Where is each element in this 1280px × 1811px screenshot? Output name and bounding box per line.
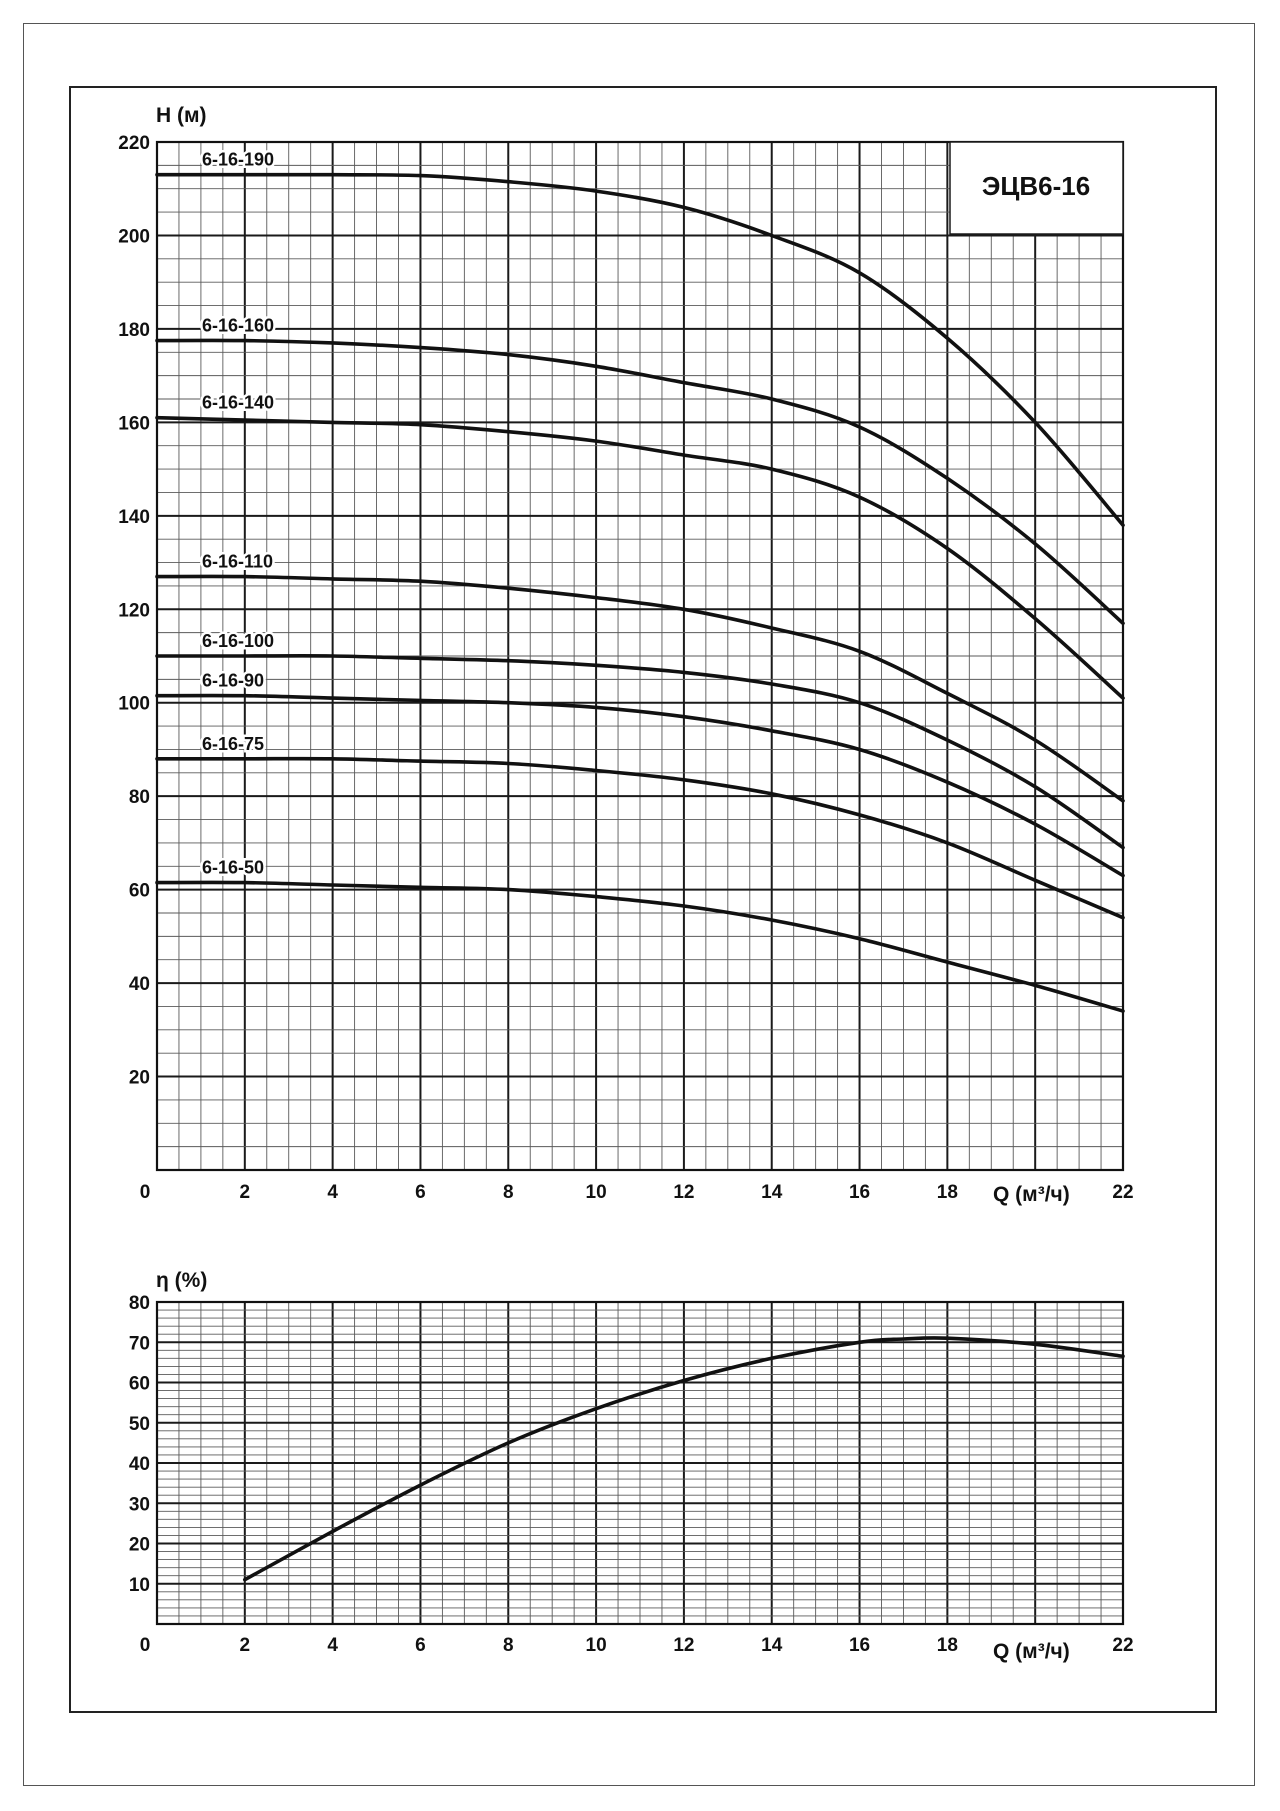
- page-frame: [23, 23, 1255, 1786]
- y-tick-label: 20: [129, 1068, 150, 1089]
- efficiency-axis-label: η (%): [156, 1269, 207, 1292]
- y-tick-label: 80: [129, 787, 150, 808]
- title-box-rect: [949, 141, 1124, 235]
- y-tick-label: 120: [118, 600, 150, 621]
- head-x-axis-label: Q (м³/ч): [993, 1183, 1070, 1206]
- x-tick-label: 4: [327, 1635, 338, 1656]
- chart-title-box: ЭЦВ6-16: [949, 141, 1124, 235]
- head-curve-6-16-140: [155, 415, 1125, 700]
- x-tick-label: 14: [761, 1182, 783, 1203]
- curve-label: 6-16-190: [202, 150, 274, 170]
- x-tick-label: 6: [415, 1182, 426, 1203]
- y-tick-label: 180: [118, 320, 150, 341]
- head-chart-labels: H (м) Q (м³/ч) 2040608010012014016018020…: [118, 104, 1133, 1206]
- head-curve-6-16-90: [155, 693, 1125, 878]
- curve-label: 6-16-160: [202, 316, 274, 336]
- x-tick-label: 10: [586, 1635, 607, 1656]
- chart-title: ЭЦВ6-16: [982, 171, 1090, 201]
- efficiency-curve-line: [243, 1336, 1125, 1582]
- x-tick-label: 2: [240, 1182, 251, 1203]
- y-tick-label: 40: [129, 974, 150, 995]
- x-tick-label: 8: [503, 1635, 514, 1656]
- x-tick-label: 14: [761, 1635, 783, 1656]
- curve-label: 6-16-90: [202, 671, 264, 691]
- curve-label: 6-16-100: [202, 631, 274, 651]
- x-tick-label: 8: [503, 1182, 514, 1203]
- y-tick-label: 80: [129, 1293, 150, 1314]
- y-tick-label: 40: [129, 1454, 150, 1475]
- curve-label: 6-16-75: [202, 734, 264, 754]
- y-tick-label: 20: [129, 1535, 150, 1556]
- x-tick-label: 10: [586, 1182, 607, 1203]
- curve-label: 6-16-110: [202, 552, 273, 572]
- y-tick-label: 160: [118, 413, 150, 434]
- x-tick-label: 12: [673, 1635, 694, 1656]
- y-tick-label: 60: [129, 1374, 150, 1395]
- head-curves: 6-16-190 6-16-160 6-16-140 6-16-110 6-16-100…: [155, 147, 1125, 1013]
- x-tick-label: 22: [1112, 1182, 1133, 1203]
- y-tick-label: 140: [118, 507, 150, 528]
- y-tick-label: 50: [129, 1414, 150, 1435]
- y-tick-label: 60: [129, 881, 150, 902]
- x-tick-label: 2: [240, 1635, 251, 1656]
- plot-border: [155, 1300, 1125, 1626]
- curve-label: 6-16-140: [202, 393, 274, 413]
- x-tick-label: 4: [327, 1182, 338, 1203]
- x-tick-label: 18: [937, 1635, 958, 1656]
- x-tick-label: 16: [849, 1182, 870, 1203]
- efficiency-chart-labels: η (%) Q (м³/ч) 10 20 30 40 50 60 70 80 0 2 4 6 8 10 12…: [129, 1269, 1134, 1663]
- x-tick-label: 16: [849, 1635, 870, 1656]
- head-curve-6-16-110: [155, 574, 1125, 803]
- efficiency-x-axis-label: Q (м³/ч): [993, 1640, 1070, 1663]
- y-tick-label: 30: [129, 1494, 150, 1515]
- y-tick-label: 10: [129, 1575, 150, 1596]
- chart-frame: [69, 86, 1217, 1713]
- head-curve-6-16-100: [155, 654, 1125, 850]
- x-tick-label: 6: [415, 1635, 426, 1656]
- x-tick-label: 0: [140, 1182, 151, 1203]
- x-tick-label: 18: [937, 1182, 958, 1203]
- head-curve-6-16-50: [155, 880, 1125, 1013]
- head-curve-6-16-160: [155, 338, 1125, 626]
- y-tick-label: 70: [129, 1333, 150, 1354]
- x-tick-label: 12: [673, 1182, 694, 1203]
- head-curve-6-16-190: [155, 172, 1125, 527]
- y-tick-label: 200: [118, 226, 150, 247]
- y-tick-label: 220: [118, 133, 150, 154]
- x-tick-label: 22: [1112, 1635, 1133, 1656]
- head-curve-6-16-75: [155, 756, 1125, 920]
- efficiency-chart-grid: [155, 1300, 1125, 1626]
- efficiency-curve: [243, 1336, 1125, 1582]
- y-tick-label: 100: [118, 694, 150, 715]
- curve-label: 6-16-50: [202, 858, 264, 878]
- x-tick-label: 0: [140, 1635, 151, 1656]
- head-axis-label: H (м): [156, 104, 207, 127]
